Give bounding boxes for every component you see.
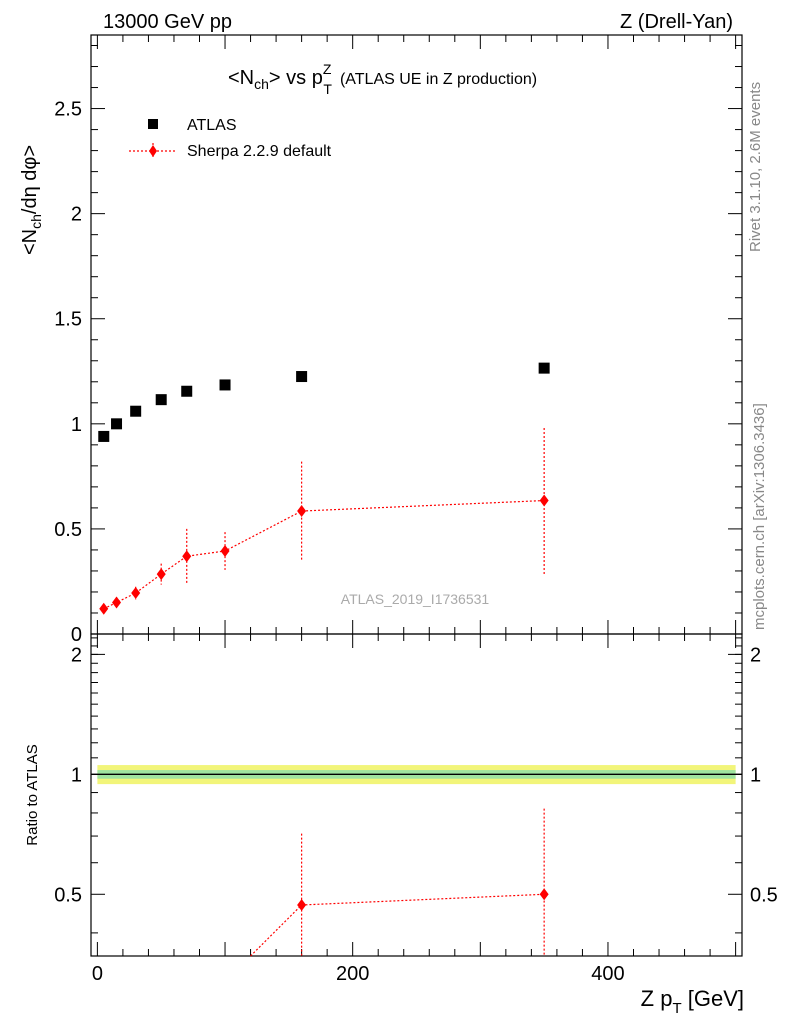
ticks-layer: 0 200 400 0 0.5 1 1.5 2 2.5 0.5 0.5 1 1 2 2: [54, 35, 778, 985]
main-title-part2: > vs p: [269, 67, 323, 89]
energy-label: 13000 GeV pp: [103, 11, 232, 33]
sherpa-ratio-line: [250, 893, 545, 957]
atlas-data-point: [219, 379, 231, 391]
x-axis-label: Z pT [GeV]: [641, 986, 744, 1017]
ratio-band-layer: [91, 765, 742, 785]
atlas-data-point: [538, 362, 550, 374]
x-tick-label: 200: [336, 963, 369, 985]
atlas-data-point: [98, 430, 110, 442]
legend-sherpa-marker: [149, 145, 157, 157]
y-label-pre: <N: [19, 229, 41, 255]
main-y-tick-label: 1.5: [54, 309, 82, 331]
ratio-y-tick-label: 0.5: [54, 884, 82, 906]
ratio-y-tick-label-right: 1: [750, 764, 761, 786]
sherpa-ratio-data-point: [539, 888, 549, 901]
y-label-sub: ch: [28, 214, 44, 229]
atlas-data-point: [296, 371, 308, 383]
main-y-tick-label: 1: [71, 414, 82, 436]
mcplots-label: mcplots.cern.ch [arXiv:1306.3436]: [751, 403, 768, 630]
x-tick-label: 0: [92, 963, 103, 985]
legend-sherpa-label: Sherpa 2.2.9 default: [187, 143, 332, 160]
analysis-watermark: ATLAS_2019_I1736531: [341, 591, 490, 607]
x-tick-label: 400: [591, 963, 624, 985]
ratio-y-tick-label: 2: [71, 644, 82, 666]
main-y-axis-label: <Nch/dη dφ>: [19, 145, 44, 255]
main-title-sup: Z: [323, 61, 332, 77]
sherpa-main-data-point: [182, 550, 192, 563]
ratio-plot-frame: [90, 633, 743, 957]
x-label-pre: Z p: [641, 986, 673, 1011]
atlas-data-point: [181, 385, 193, 397]
process-label: Z (Drell-Yan): [620, 11, 733, 33]
atlas-data-point: [155, 394, 167, 406]
ratio-y-tick-label-right: 0.5: [750, 884, 778, 906]
main-title-extra: (ATLAS UE in Z production): [340, 71, 537, 88]
main-title: <Nch> vs pZ T (ATLAS UE in Z production): [228, 61, 537, 97]
main-y-tick-label: 2.5: [54, 99, 82, 121]
legend-atlas-label: ATLAS: [187, 117, 237, 134]
atlas-data-point: [111, 418, 123, 430]
sherpa-main-data-point: [297, 505, 307, 518]
sherpa-main-data-point: [131, 587, 141, 600]
legend-atlas-marker: [148, 119, 158, 129]
sherpa-main-data-point: [220, 544, 230, 557]
y-label-post: /dη dφ>: [19, 145, 41, 214]
atlas-data-point: [130, 405, 142, 417]
sherpa-main-data-point: [539, 494, 549, 507]
main-y-tick-label: 0: [71, 624, 82, 646]
main-title-sub1: ch: [254, 76, 269, 92]
x-label-post: [GeV]: [682, 986, 744, 1011]
sherpa-main-data-point: [156, 568, 166, 581]
x-label-sub: T: [672, 1000, 681, 1017]
ratio-y-tick-label: 1: [71, 764, 82, 786]
ratio-y-tick-label-right: 2: [750, 644, 761, 666]
main-y-tick-label: 0.5: [54, 519, 82, 541]
sherpa-ratio-data-point: [297, 898, 307, 911]
ratio-y-axis-label: Ratio to ATLAS: [24, 744, 41, 845]
main-title-sub2: T: [323, 81, 332, 97]
rivet-label: Rivet 3.1.10, 2.6M events: [747, 82, 764, 252]
legend: ATLAS Sherpa 2.2.9 default: [129, 117, 332, 160]
main-title-part1: <N: [228, 67, 254, 89]
sherpa-main-data-point: [99, 602, 109, 615]
sherpa-main-data-point: [112, 596, 122, 609]
data-layer: [98, 362, 550, 957]
main-y-tick-label: 2: [71, 204, 82, 226]
